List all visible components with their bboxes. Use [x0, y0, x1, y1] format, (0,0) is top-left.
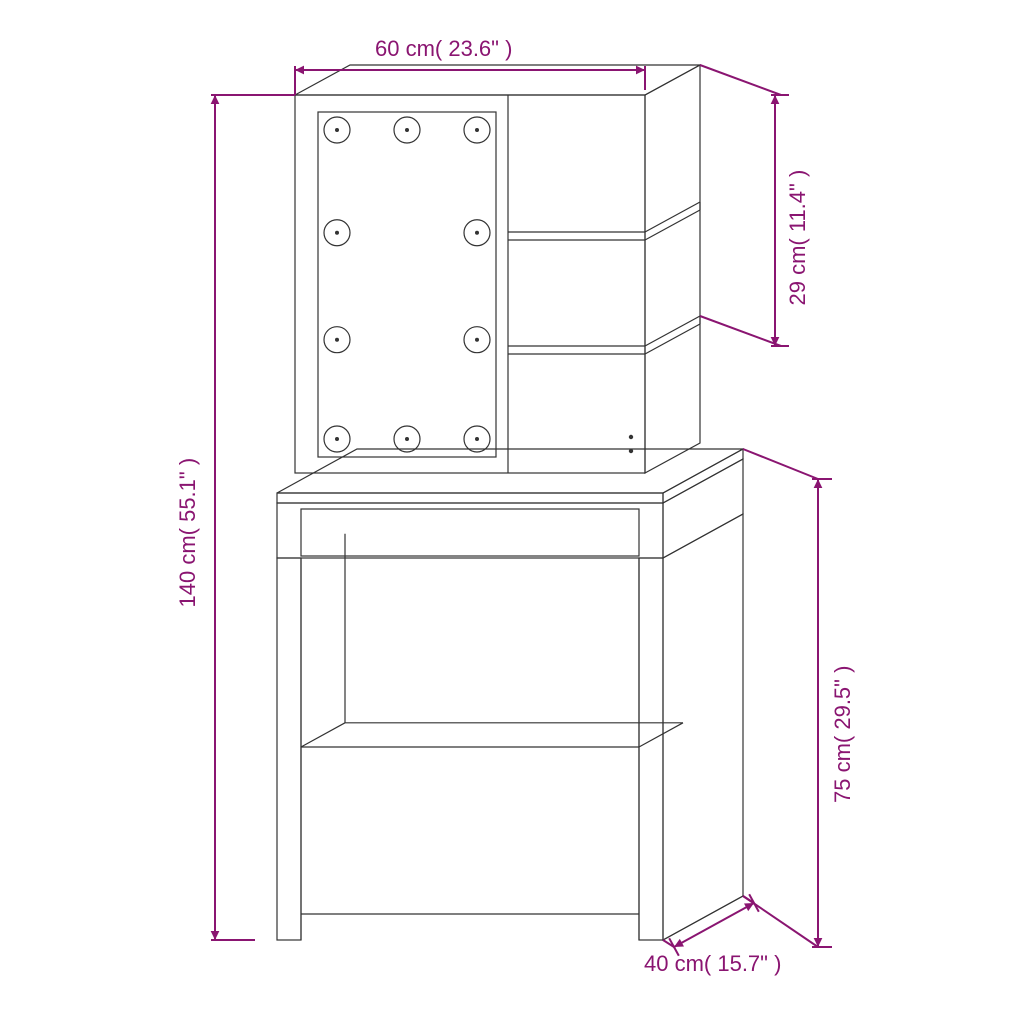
mirror-panel: [318, 112, 496, 457]
dimension-label: 140 cm( 55.1" ): [175, 458, 200, 608]
desk-top: [277, 493, 663, 503]
top-unit-front: [295, 95, 645, 473]
dimension-label: 60 cm( 23.6" ): [375, 36, 512, 61]
desk-drawer: [277, 503, 663, 558]
dimension-label: 29 cm( 11.4" ): [785, 170, 810, 306]
dimension-label: 75 cm( 29.5" ): [830, 666, 855, 803]
dimension-label: 40 cm( 15.7" ): [644, 951, 781, 976]
desk-leg-left: [277, 558, 301, 940]
desk-leg-right: [639, 558, 663, 940]
